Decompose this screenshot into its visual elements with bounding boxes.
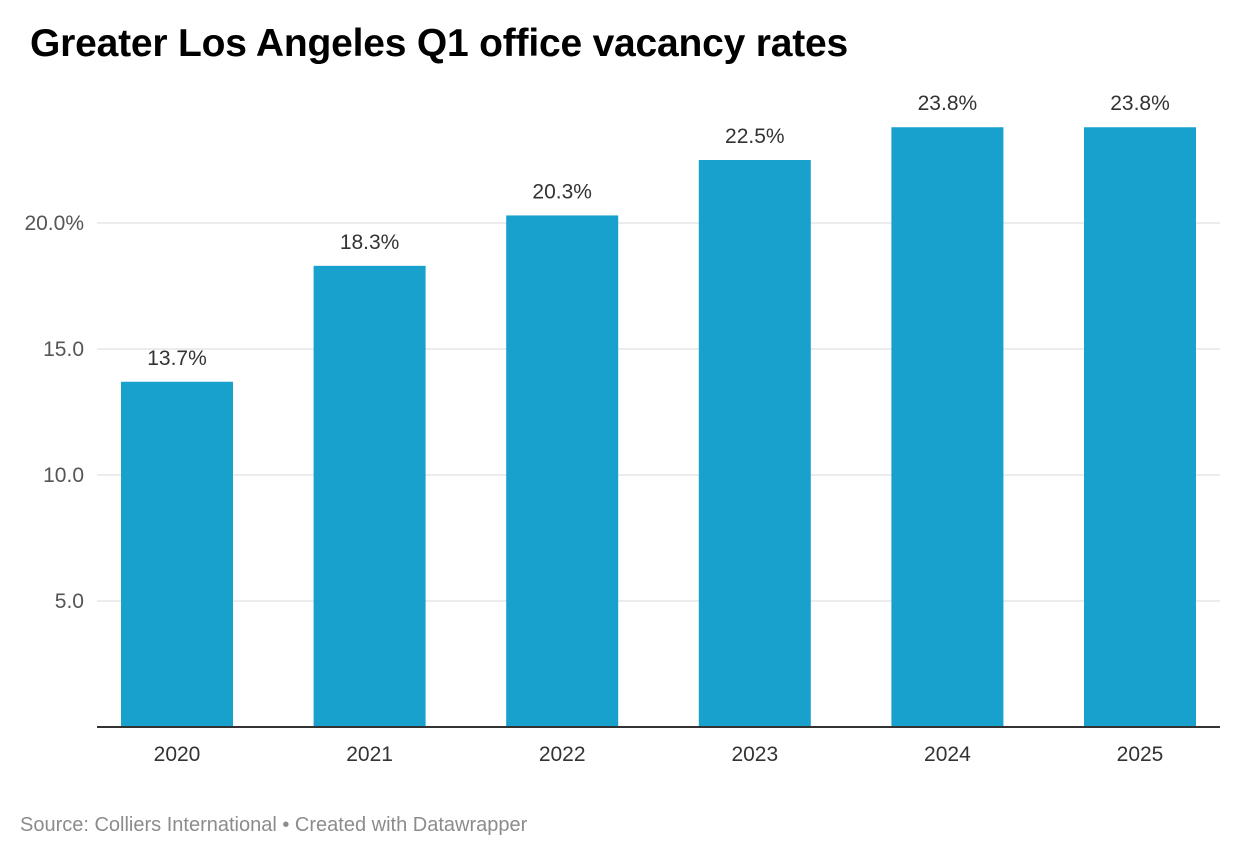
credit-note: Created with Datawrapper bbox=[294, 814, 528, 836]
y-tick-label: 15.0 bbox=[43, 338, 84, 361]
x-tick-label: 2023 bbox=[731, 743, 778, 766]
value-label: 23.8% bbox=[1110, 92, 1170, 115]
bar-2020 bbox=[121, 381, 233, 727]
value-labels: 13.7% 18.3% 20.3% 22.5% 23.8% 23.8% bbox=[147, 92, 1170, 370]
value-label: 23.8% bbox=[918, 92, 978, 115]
y-tick-label: 5.0 bbox=[55, 590, 84, 613]
y-tick-label: 20.0% bbox=[24, 212, 84, 235]
bar-2024 bbox=[891, 127, 1004, 728]
bar-2025 bbox=[1084, 127, 1196, 728]
footer: Source: Colliers International • Created… bbox=[20, 814, 527, 837]
bar-2021 bbox=[313, 265, 426, 727]
value-label: 20.3% bbox=[532, 180, 592, 203]
chart-title: Greater Los Angeles Q1 office vacancy ra… bbox=[30, 22, 848, 65]
value-label: 18.3% bbox=[340, 231, 400, 254]
x-tick-label: 2024 bbox=[924, 743, 971, 766]
value-label: 13.7% bbox=[147, 347, 207, 370]
footer-separator: • bbox=[276, 814, 295, 836]
bar-chart: 13.7%18.3%20.3%22.5%23.8% 23.8% 2020 2021 2… bbox=[24, 92, 1220, 766]
y-tick-label: 10.0 bbox=[43, 464, 84, 487]
bar-2022 bbox=[506, 215, 619, 727]
bars bbox=[121, 127, 1196, 728]
bar-2023 bbox=[698, 160, 811, 727]
x-tick-label: 2025 bbox=[1117, 743, 1164, 766]
x-axis-tick-labels: 2020 2021 2022 2023 2024 2025 bbox=[154, 743, 1164, 766]
x-tick-label: 2022 bbox=[539, 743, 586, 766]
gridlines bbox=[97, 222, 1220, 602]
x-tick-label: 2020 bbox=[154, 743, 201, 766]
x-tick-label: 2021 bbox=[346, 743, 393, 766]
y-axis-tick-labels: 5.0 10.0 15.0 20.0% bbox=[24, 212, 84, 613]
value-label: 22.5% bbox=[725, 125, 785, 148]
source-note: Source: Colliers International bbox=[20, 814, 277, 836]
